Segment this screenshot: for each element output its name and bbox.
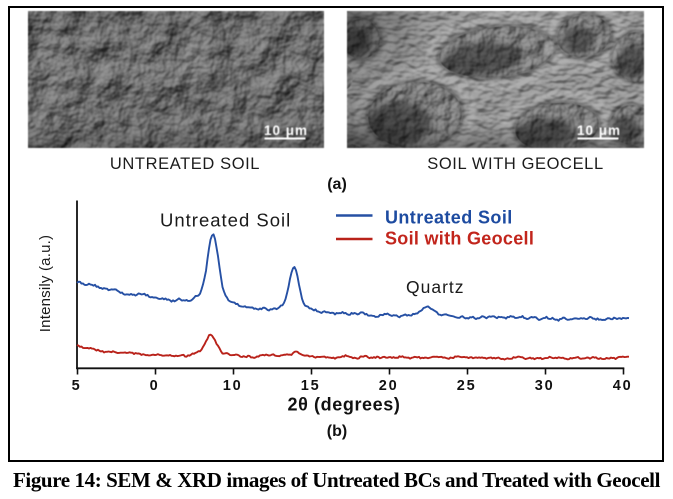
svg-text:2θ (degrees): 2θ (degrees) [288,395,401,415]
svg-text:(b): (b) [327,423,347,440]
svg-text:10 μm: 10 μm [577,123,621,138]
svg-text:5: 5 [72,378,82,394]
svg-text:Untreated Soil: Untreated Soil [385,208,513,228]
svg-text:0: 0 [150,378,160,394]
svg-text:Quartz: Quartz [406,277,465,297]
svg-text:20: 20 [379,378,399,394]
svg-text:Soil with Geocell: Soil with Geocell [385,229,534,249]
svg-text:30: 30 [535,378,555,394]
svg-text:10 μm: 10 μm [264,123,308,138]
svg-text:10: 10 [223,378,243,394]
svg-text:15: 15 [301,378,321,394]
svg-text:25: 25 [457,378,477,394]
svg-text:40: 40 [613,378,633,394]
svg-text:Intensily (a.u.): Intensily (a.u.) [37,235,54,332]
svg-text:Untreated Soil: Untreated Soil [160,210,291,231]
